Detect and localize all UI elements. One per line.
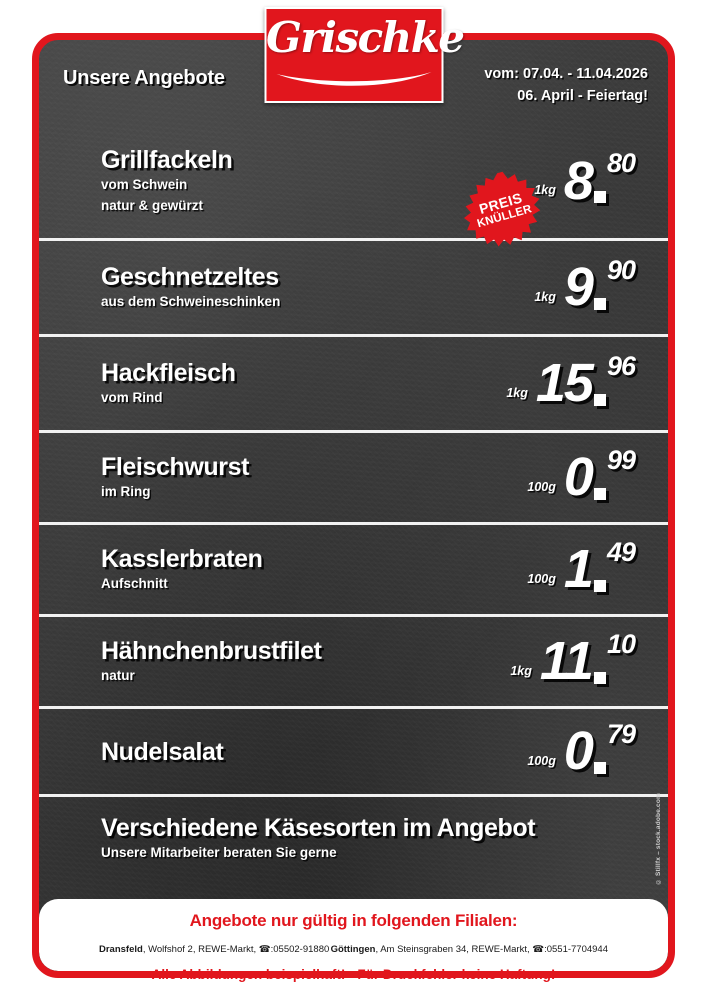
product-name: Grillfackeln	[101, 146, 233, 175]
product-name: Hähnchenbrustfilet	[101, 637, 322, 666]
table-row-cheese: Verschiedene Käsesorten im Angebot Unser…	[39, 794, 668, 880]
price-euro: 11	[539, 631, 594, 692]
store-address: , Wolfshof 2, REWE-Markt, ☎:05502-91880	[142, 944, 330, 955]
price-cents: 90	[606, 254, 636, 285]
product-subtitle-2: natur & gewürzt	[101, 198, 204, 213]
product-info: Fleischwurst im Ring	[39, 454, 527, 501]
price-cents: 10	[606, 628, 636, 659]
price-euro: 15	[535, 353, 594, 414]
product-subtitle: Unsere Mitarbeiter beraten Sie gerne	[101, 845, 337, 861]
price-block: 1kg 11 10	[510, 630, 668, 692]
product-name: Fleischwurst	[101, 453, 250, 482]
price-unit: 100g	[527, 571, 556, 586]
product-name: Nudelsalat	[101, 737, 224, 766]
brand-name: Grischke	[266, 13, 465, 62]
table-row: Hähnchenbrustfilet natur 1kg 11 10	[39, 614, 668, 706]
price-dot	[593, 393, 606, 406]
disclaimer: Alle Abbildungen beispielhaft! - Für Dru…	[151, 967, 556, 982]
product-subtitle: natur	[101, 668, 135, 684]
store-city: Dransfeld	[99, 944, 143, 955]
list-item: Göttingen, Am Steinsgraben 34, REWE-Mark…	[331, 944, 608, 955]
product-subtitle: im Ring	[101, 484, 151, 500]
price-unit: 1kg	[534, 183, 556, 198]
price-block: 1kg 9 90	[534, 256, 668, 318]
preis-knueller-badge: PREIS KNÜLLER	[464, 171, 541, 248]
price-dot	[593, 191, 606, 204]
chalkboard-panel: Unsere Angebote vom: 07.04. - 11.04.2026…	[32, 33, 675, 978]
product-info: Geschnetzeltes aus dem Schweineschinken	[39, 264, 534, 311]
price-cents: 49	[606, 536, 636, 567]
price-dot	[593, 579, 606, 592]
table-row: Fleischwurst im Ring 100g 0 99	[39, 430, 668, 522]
product-name: Kasslerbraten	[101, 545, 263, 574]
store-city: Göttingen	[330, 944, 376, 955]
price-unit: 100g	[527, 479, 556, 494]
price-block: 100g 0 79	[527, 720, 668, 782]
price-block: 1kg 8 80	[534, 150, 668, 211]
price-dot	[593, 671, 606, 684]
validity-dates: vom: 07.04. - 11.04.2026 06. April - Fei…	[484, 63, 648, 108]
price-dot	[593, 761, 606, 774]
price-cents: 99	[606, 444, 636, 475]
price-euro: 1	[563, 539, 594, 600]
price-cents: 80	[606, 148, 636, 179]
price: 0 99	[563, 446, 636, 508]
price-block: 1kg 15 96	[506, 352, 668, 414]
price: 15 96	[535, 352, 636, 414]
stores-footer-panel: Angebote nur gültig in folgenden Filiale…	[39, 899, 668, 971]
offers-list: Grillfackeln vom Schwein natur & gewürzt…	[39, 124, 668, 893]
list-item: Dransfeld, Wolfshof 2, REWE-Markt, ☎:055…	[99, 944, 329, 955]
product-subtitle: vom Rind	[101, 390, 163, 406]
price-dot	[593, 487, 606, 500]
table-row: Grillfackeln vom Schwein natur & gewürzt…	[39, 124, 668, 238]
holiday-note: 06. April - Feiertag!	[517, 88, 648, 105]
product-subtitle: Aufschnitt	[101, 576, 168, 592]
product-info: Hackfleisch vom Rind	[39, 360, 506, 407]
product-subtitle: vom Schwein	[101, 177, 188, 193]
brand-logo: Grischke	[264, 7, 465, 103]
flyer: Unsere Angebote vom: 07.04. - 11.04.2026…	[32, 7, 675, 982]
product-subtitle: aus dem Schweineschinken	[101, 294, 281, 310]
photo-credit: © Stillfx – stock.adobe.com	[655, 792, 662, 885]
price-dot	[593, 297, 606, 310]
price-cents: 96	[606, 350, 636, 381]
product-name: Geschnetzeltes	[101, 263, 279, 292]
table-row: Hackfleisch vom Rind 1kg 15 96	[39, 334, 668, 430]
validity-range: vom: 07.04. - 11.04.2026	[484, 66, 648, 82]
price: 0 79	[563, 720, 636, 782]
stores-list: Dransfeld, Wolfshof 2, REWE-Markt, ☎:055…	[39, 931, 668, 955]
price-unit: 1kg	[534, 289, 556, 304]
price: 8 80	[563, 150, 636, 211]
price-block: 100g 0 99	[527, 446, 668, 508]
product-info: Kasslerbraten Aufschnitt	[39, 546, 527, 593]
price-cents: 79	[606, 718, 636, 749]
price-unit: 1kg	[506, 385, 528, 400]
product-name: Hackfleisch	[101, 359, 236, 388]
price: 11 10	[539, 630, 636, 692]
price: 9 90	[563, 256, 636, 318]
swoosh-icon	[276, 72, 431, 86]
product-info: Nudelsalat	[39, 739, 527, 765]
table-row: Kasslerbraten Aufschnitt 100g 1 49	[39, 522, 668, 614]
price-euro: 0	[563, 721, 594, 782]
price-euro: 9	[563, 257, 594, 318]
product-info: Verschiedene Käsesorten im Angebot Unser…	[39, 815, 668, 862]
price-euro: 8	[563, 150, 594, 211]
price-block: 100g 1 49	[527, 538, 668, 600]
product-name: Verschiedene Käsesorten im Angebot	[101, 814, 536, 843]
header: Unsere Angebote vom: 07.04. - 11.04.2026…	[39, 40, 668, 124]
table-row: Geschnetzeltes aus dem Schweineschinken …	[39, 238, 668, 334]
page-title: Unsere Angebote	[63, 67, 225, 89]
product-info: Hähnchenbrustfilet natur	[39, 638, 510, 685]
price-unit: 1kg	[510, 663, 532, 678]
stores-headline: Angebote nur gültig in folgenden Filiale…	[189, 911, 518, 930]
product-info: Grillfackeln vom Schwein natur & gewürzt	[39, 147, 534, 215]
store-address: , Am Steinsgraben 34, REWE-Markt, ☎:0551…	[375, 944, 608, 955]
table-row: Nudelsalat 100g 0 79	[39, 706, 668, 794]
price-euro: 0	[563, 447, 594, 508]
starburst-icon	[464, 171, 541, 247]
price: 1 49	[563, 538, 636, 600]
price-unit: 100g	[527, 753, 556, 768]
